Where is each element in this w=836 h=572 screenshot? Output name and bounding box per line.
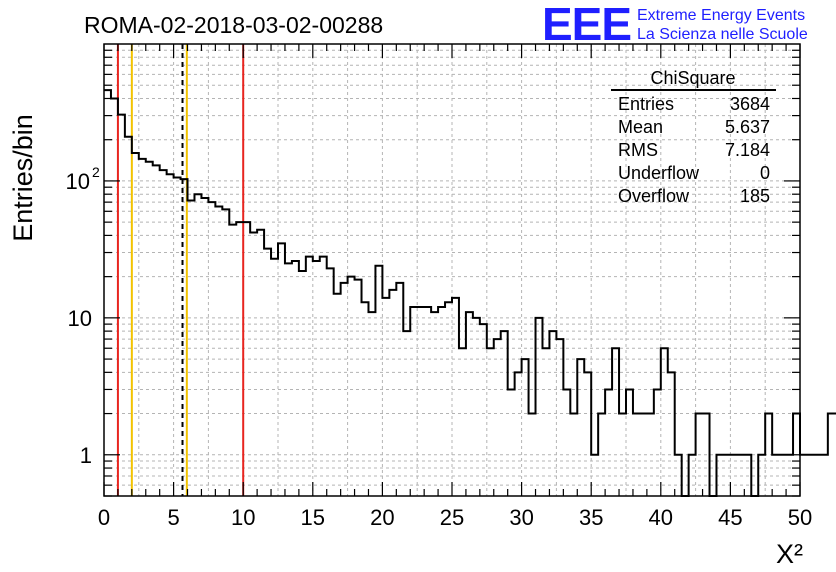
x-tick-labels: 0 5 10 15 20 25 30 35 40 45 50 xyxy=(98,505,812,530)
x-tick-label: 25 xyxy=(440,505,464,530)
stats-row-value: 5.637 xyxy=(725,117,770,137)
stats-title: ChiSquare xyxy=(650,68,735,88)
x-tick-label: 35 xyxy=(579,505,603,530)
stats-row-label: Mean xyxy=(618,117,663,137)
stats-box: ChiSquare Entries 3684 Mean 5.637 RMS 7.184 Un… xyxy=(611,68,776,206)
x-tick-label: 50 xyxy=(788,505,812,530)
eee-logo-line2: La Scienza nelle Scuole xyxy=(637,26,808,43)
x-tick-label: 40 xyxy=(649,505,673,530)
stats-row-label: RMS xyxy=(618,140,658,160)
stats-row-label: Overflow xyxy=(618,186,690,206)
y-tick-label-base: 10 xyxy=(66,169,90,194)
x-tick-label: 10 xyxy=(231,505,255,530)
axis-ticks xyxy=(103,44,801,497)
reference-lines xyxy=(116,44,245,496)
stats-row-value: 185 xyxy=(740,186,770,206)
x-tick-label: 5 xyxy=(167,505,179,530)
histogram-outline xyxy=(104,89,836,497)
grid xyxy=(104,44,800,496)
stats-rows: Entries 3684 Mean 5.637 RMS 7.184 Underflow 0 Ov… xyxy=(618,94,770,206)
eee-logo-line1: Extreme Energy Events xyxy=(637,7,805,24)
y-tick-label-exponent: 2 xyxy=(92,164,100,180)
y-axis-label: Entries/bin xyxy=(8,114,38,242)
y-tick-label: 10 2 xyxy=(66,164,100,194)
eee-logo: EEE Extreme Energy Events La Scienza nel… xyxy=(542,0,808,50)
x-tick-label: 30 xyxy=(509,505,533,530)
x-tick-label: 20 xyxy=(370,505,394,530)
x-tick-label: 45 xyxy=(718,505,742,530)
y-tick-label: 1 xyxy=(80,443,92,468)
stats-row-value: 0 xyxy=(760,163,770,183)
stats-row-value: 7.184 xyxy=(725,140,770,160)
stats-row-label: Underflow xyxy=(618,163,700,183)
chart-title: ROMA-02-2018-03-02-00288 xyxy=(84,12,383,38)
x-axis-label: X² xyxy=(776,539,803,569)
y-tick-label: 10 xyxy=(68,306,92,331)
stats-row-label: Entries xyxy=(618,94,674,114)
x-tick-label: 15 xyxy=(301,505,325,530)
x-tick-label: 0 xyxy=(98,505,110,530)
eee-logo-mark: EEE xyxy=(542,0,631,50)
stats-row-value: 3684 xyxy=(730,94,770,114)
